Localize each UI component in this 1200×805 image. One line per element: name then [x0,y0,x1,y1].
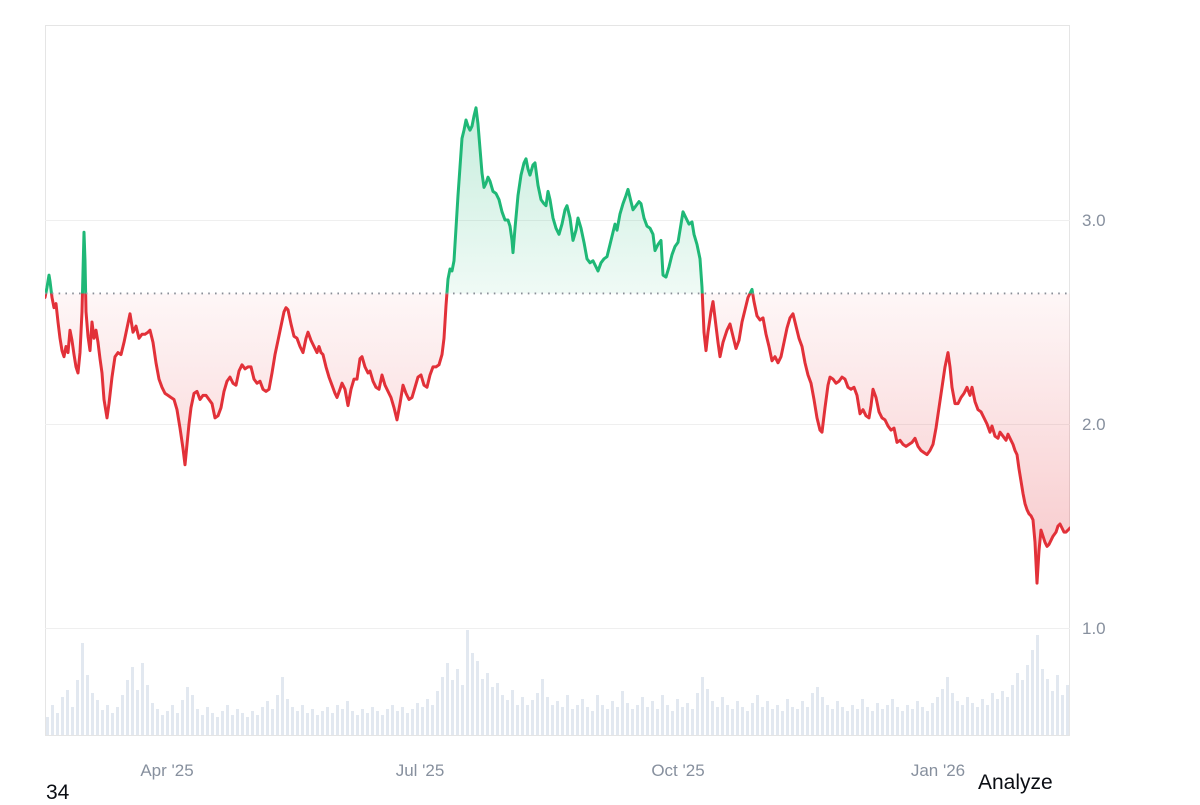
price-line-down [45,293,1070,585]
x-tick-label: Apr '25 [140,761,193,780]
x-tick-label: Jul '25 [396,761,445,780]
price-line-up [45,106,755,294]
y-tick-label: 3.0 [1082,211,1106,230]
bottom-left-number: 34 [46,781,70,804]
y-tick-label: 1.0 [1082,619,1106,638]
volume-bars [46,630,1069,735]
x-tick-label: Jan '26 [911,761,965,780]
y-tick-label: 2.0 [1082,415,1106,434]
area-fill-above-baseline [45,107,1070,294]
x-axis-labels: Apr '25 Jul '25 Oct '25 Jan '26 [140,761,965,780]
area-fill-below-baseline [45,293,1070,584]
y-axis-labels: 3.0 2.0 1.0 [1082,211,1106,638]
analyze-button[interactable]: Analyze [978,771,1053,794]
x-tick-label: Oct '25 [651,761,704,780]
